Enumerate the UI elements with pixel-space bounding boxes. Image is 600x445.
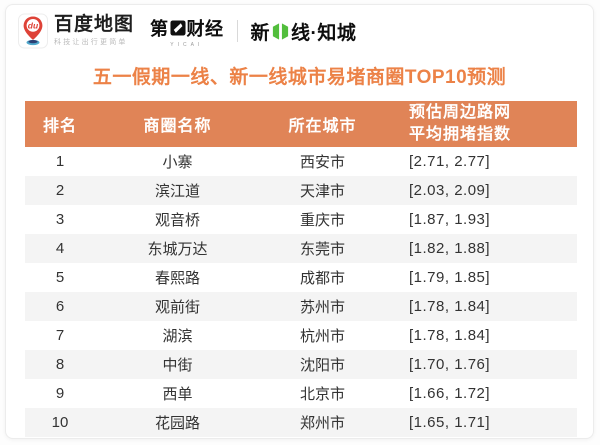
city-cell: 天津市 [299,183,345,200]
pin-du-label: du [28,20,39,30]
district-cell: 中街 [162,357,193,374]
infographic-card: du 百度地图 科技让出行更简单 第 财经 YICAI 新 线·知 [5,4,594,439]
city-cell: 杭州市 [299,328,345,345]
yicai-logo: 第 财经 YICAI [150,15,224,48]
baidu-map-pin-icon: du [18,13,48,49]
table-row: 5 春熙路 成都市 [1.79, 1.85] [25,263,577,292]
zhicheng-logo: 新 线·知城 [251,18,357,45]
city-cell: 成都市 [299,270,345,287]
index-cell: [1.87, 1.93] [409,211,491,228]
rank-cell: 2 [55,182,65,199]
rank-cell: 5 [55,269,65,286]
rank-cell: 9 [55,385,65,402]
city-cell: 北京市 [299,386,345,403]
index-cell: [1.78, 1.84] [409,327,491,344]
rank-cell: 8 [55,356,65,373]
index-cell: [1.79, 1.85] [409,269,491,286]
header-congestion-index: 预估周边路网 平均拥堵指数 [385,101,577,147]
yicai-box-icon [169,19,186,36]
rank-cell: 10 [51,414,69,431]
index-cell: [2.71, 2.77] [409,153,491,170]
logo-divider [236,20,238,42]
city-cell: 重庆市 [299,212,345,229]
table-row: 7 湖滨 杭州市 [1.78, 1.84] [25,321,577,350]
city-cell: 郑州市 [299,415,345,432]
ranking-table-wrap: 排名 商圈名称 所在城市 预估周边路网 平均拥堵指数 1 小寨 西安市 [2.7… [25,101,577,437]
header-city: 所在城市 [260,101,385,147]
table-row: 8 中街 沈阳市 [1.70, 1.76] [25,350,577,379]
rank-cell: 1 [55,153,65,170]
table-row: 1 小寨 西安市 [2.71, 2.77] [25,147,577,176]
baidu-map-tagline: 科技让出行更简单 [54,39,128,47]
baidu-map-logo: 百度地图 科技让出行更简单 [54,13,135,48]
header-congestion-index-line2: 平均拥堵指数 [409,126,512,143]
index-cell: [2.03, 2.09] [409,182,491,199]
header-congestion-index-line1: 预估周边路网 [409,104,512,122]
index-cell: [1.78, 1.84] [409,298,491,315]
district-cell: 西单 [162,386,193,403]
header-rank: 排名 [25,101,95,147]
index-cell: [1.65, 1.71] [409,414,491,431]
zhicheng-name-suffix: 线·知城 [291,22,357,44]
district-cell: 东城万达 [147,241,208,258]
rank-cell: 7 [55,327,65,344]
logo-strip: du 百度地图 科技让出行更简单 第 财经 YICAI 新 线·知 [18,13,593,49]
district-cell: 小寨 [162,154,193,171]
table-row: 2 滨江道 天津市 [2.03, 2.09] [25,176,577,205]
district-cell: 花园路 [154,415,200,432]
index-cell: [1.70, 1.76] [409,356,491,373]
city-cell: 东莞市 [299,241,345,258]
page-title: 五一假期一线、新一线城市易堵商圈TOP10预测 [92,67,507,88]
table-header-row: 排名 商圈名称 所在城市 预估周边路网 平均拥堵指数 [25,101,577,147]
yicai-sub-label: YICAI [170,41,204,48]
city-cell: 苏州市 [299,299,345,316]
rank-cell: 4 [55,240,65,257]
district-cell: 观音桥 [154,212,200,229]
table-row: 9 西单 北京市 [1.66, 1.72] [25,379,577,408]
district-cell: 湖滨 [162,328,193,345]
district-cell: 滨江道 [154,183,200,200]
rank-cell: 3 [55,211,65,228]
baidu-map-name: 百度地图 [54,13,135,35]
district-cell: 春熙路 [154,270,200,287]
zhicheng-green-icon [272,22,289,40]
city-cell: 西安市 [299,154,345,171]
index-cell: [1.66, 1.72] [409,385,491,402]
rank-cell: 6 [55,298,65,315]
index-cell: [1.82, 1.88] [409,240,491,257]
table-row: 3 观音桥 重庆市 [1.87, 1.93] [25,205,577,234]
table-row: 6 观前街 苏州市 [1.78, 1.84] [25,292,577,321]
table-row: 4 东城万达 东莞市 [1.82, 1.88] [25,234,577,263]
district-cell: 观前街 [154,299,200,316]
table-row: 10 花园路 郑州市 [1.65, 1.71] [25,408,577,437]
header-district: 商圈名称 [95,101,260,147]
city-cell: 沈阳市 [299,357,345,374]
yicai-name-prefix: 第 [150,18,169,39]
zhicheng-name-prefix: 新 [250,22,271,44]
ranking-table: 排名 商圈名称 所在城市 预估周边路网 平均拥堵指数 1 小寨 西安市 [2.7… [25,101,577,437]
yicai-name-suffix: 财经 [186,18,224,39]
